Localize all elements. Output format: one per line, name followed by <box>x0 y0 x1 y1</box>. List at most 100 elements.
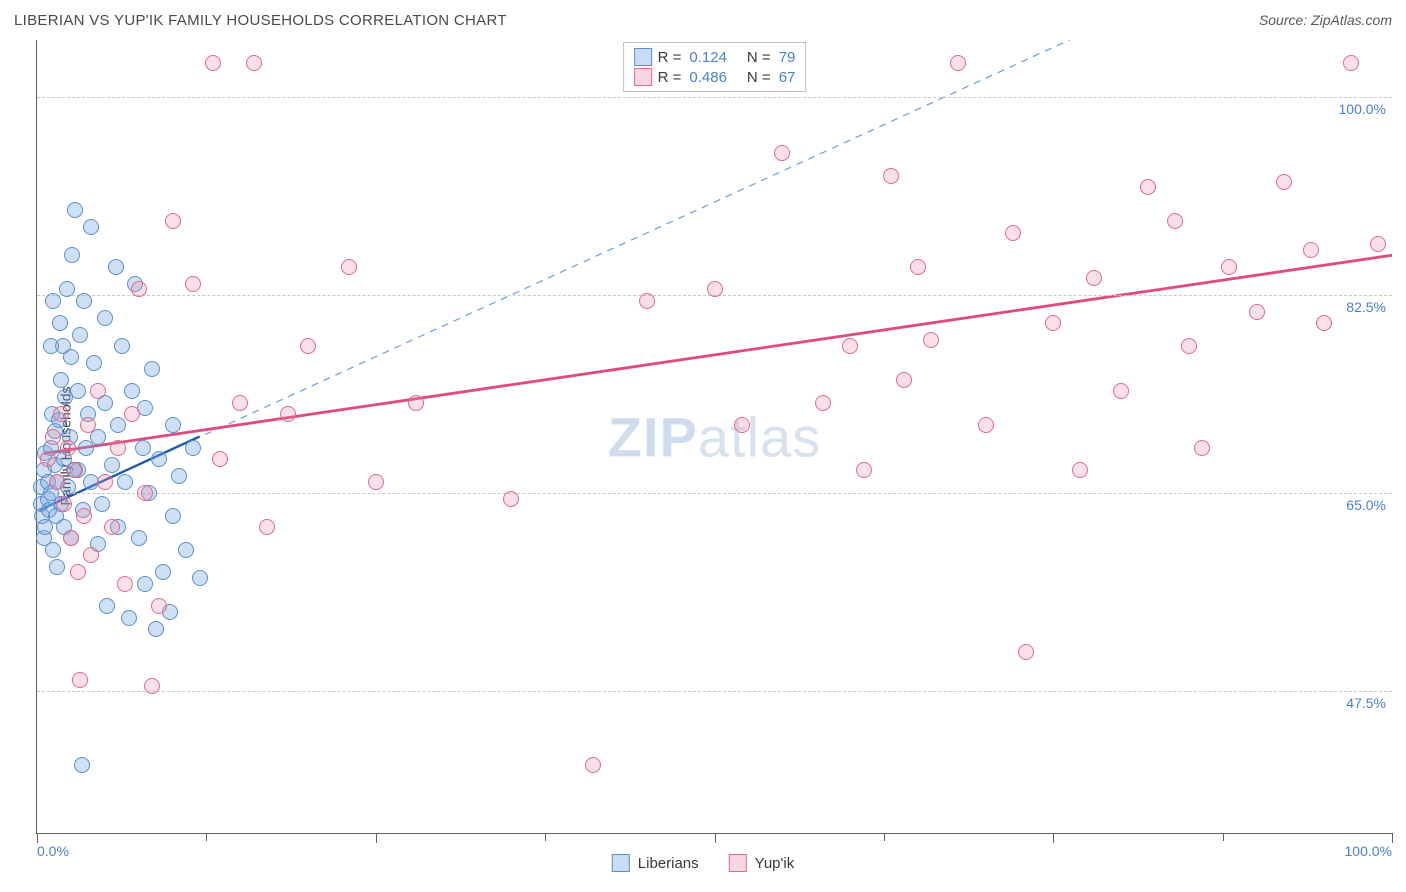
scatter-point <box>110 440 126 456</box>
gridline <box>37 691 1392 692</box>
scatter-point <box>135 440 151 456</box>
scatter-point <box>1343 55 1359 71</box>
scatter-point <box>67 462 83 478</box>
legend-label: Yup'ik <box>755 855 795 872</box>
scatter-point <box>76 508 92 524</box>
legend-swatch <box>634 68 652 86</box>
scatter-point <box>53 406 69 422</box>
scatter-point <box>131 530 147 546</box>
scatter-point <box>45 542 61 558</box>
scatter-point <box>171 468 187 484</box>
scatter-point <box>341 259 357 275</box>
scatter-point <box>185 440 201 456</box>
watermark-text: ZIPatlas <box>608 404 821 469</box>
scatter-point <box>80 417 96 433</box>
scatter-point <box>1370 236 1386 252</box>
y-tick-label: 65.0% <box>1346 497 1386 513</box>
x-tick-major <box>1053 833 1054 843</box>
scatter-point <box>63 530 79 546</box>
legend-r-value: 0.486 <box>689 69 727 86</box>
scatter-point <box>52 315 68 331</box>
scatter-point <box>815 395 831 411</box>
scatter-point <box>131 281 147 297</box>
legend-r-label: R = <box>658 49 682 66</box>
scatter-point <box>734 417 750 433</box>
scatter-point <box>978 417 994 433</box>
scatter-point <box>503 491 519 507</box>
scatter-point <box>923 332 939 348</box>
gridline <box>37 97 1392 98</box>
scatter-point <box>774 145 790 161</box>
scatter-point <box>121 610 137 626</box>
scatter-point <box>246 55 262 71</box>
legend-label: Liberians <box>638 855 699 872</box>
scatter-point <box>1167 213 1183 229</box>
x-tick-major <box>1392 833 1393 843</box>
scatter-point <box>70 383 86 399</box>
scatter-point <box>1045 315 1061 331</box>
scatter-point <box>63 349 79 365</box>
scatter-point <box>1018 644 1034 660</box>
legend-swatch <box>634 48 652 66</box>
scatter-point <box>165 508 181 524</box>
scatter-point <box>137 576 153 592</box>
scatter-point <box>117 576 133 592</box>
scatter-point <box>49 559 65 575</box>
scatter-point <box>86 355 102 371</box>
x-tick-minor <box>884 833 885 841</box>
legend-item: Yup'ik <box>729 854 795 872</box>
scatter-point <box>1140 179 1156 195</box>
scatter-point <box>1086 270 1102 286</box>
scatter-point <box>43 338 59 354</box>
scatter-point <box>585 757 601 773</box>
scatter-point <box>896 372 912 388</box>
legend-n-label: N = <box>747 69 771 86</box>
scatter-point <box>165 213 181 229</box>
series-legend: Liberians Yup'ik <box>612 854 794 872</box>
scatter-point <box>74 757 90 773</box>
scatter-point <box>72 327 88 343</box>
legend-swatch <box>729 854 747 872</box>
x-tick-minor <box>206 833 207 841</box>
scatter-point <box>151 598 167 614</box>
x-tick-label: 100.0% <box>1345 843 1392 859</box>
scatter-point <box>1113 383 1129 399</box>
correlation-legend: R =0.124N =79R =0.486N =67 <box>623 42 807 92</box>
scatter-point <box>56 496 72 512</box>
legend-row: R =0.486N =67 <box>634 67 796 87</box>
scatter-point <box>212 451 228 467</box>
x-tick-major <box>715 833 716 843</box>
x-tick-minor <box>545 833 546 841</box>
scatter-point <box>1005 225 1021 241</box>
scatter-point <box>856 462 872 478</box>
scatter-point <box>124 383 140 399</box>
scatter-point <box>53 372 69 388</box>
scatter-point <box>67 202 83 218</box>
scatter-point <box>1276 174 1292 190</box>
scatter-point <box>90 383 106 399</box>
scatter-point <box>104 519 120 535</box>
scatter-point <box>192 570 208 586</box>
scatter-point <box>99 598 115 614</box>
scatter-point <box>1249 304 1265 320</box>
legend-n-value: 67 <box>779 69 796 86</box>
scatter-point <box>639 293 655 309</box>
scatter-point <box>78 440 94 456</box>
scatter-point <box>83 547 99 563</box>
y-tick-label: 47.5% <box>1346 695 1386 711</box>
source-attribution: Source: ZipAtlas.com <box>1259 12 1392 28</box>
scatter-point <box>137 485 153 501</box>
scatter-point <box>185 276 201 292</box>
scatter-point <box>108 259 124 275</box>
scatter-point <box>1194 440 1210 456</box>
x-tick-minor <box>1223 833 1224 841</box>
scatter-point <box>232 395 248 411</box>
scatter-point <box>368 474 384 490</box>
scatter-point <box>97 310 113 326</box>
scatter-point <box>1316 315 1332 331</box>
trendlines-layer <box>37 40 1392 833</box>
scatter-point <box>883 168 899 184</box>
legend-n-value: 79 <box>779 49 796 66</box>
scatter-point <box>148 621 164 637</box>
scatter-point <box>178 542 194 558</box>
